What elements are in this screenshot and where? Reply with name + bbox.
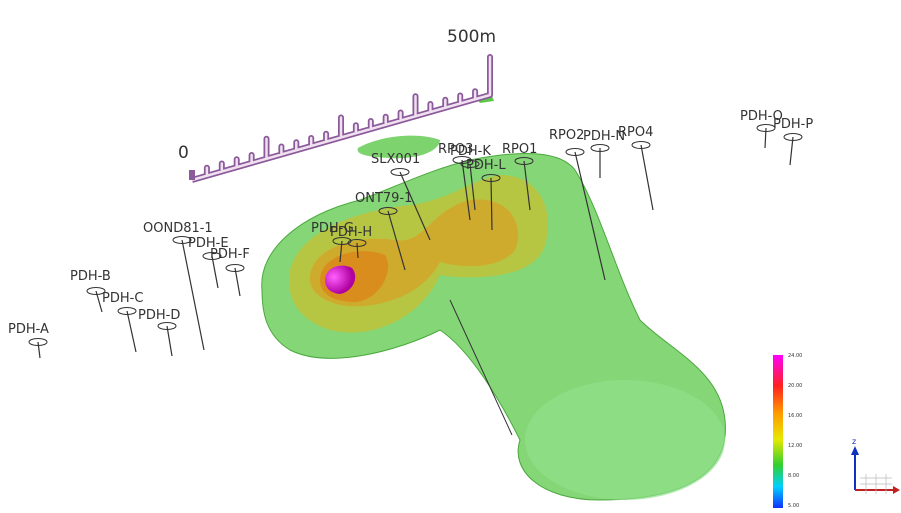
hole-label: PDH-L (466, 158, 506, 173)
hole-label: RPO4 (618, 125, 653, 140)
hole-label: PDH-C (102, 291, 143, 306)
hole-label: PDH-A (8, 322, 49, 337)
hole-label: RPO2 (549, 128, 584, 143)
hole-label: ONT79-1 (355, 191, 412, 206)
hole-label: PDH-D (138, 308, 180, 323)
hole-label: PDH-H (330, 225, 372, 240)
legend: 24.00 20.00 16.00 12.00 8.00 5.00 (788, 353, 802, 509)
legend-label: 24.00 (788, 353, 802, 359)
ruler-line (192, 57, 490, 180)
scale-end: 500m (447, 27, 496, 47)
drill-trace (641, 145, 653, 210)
hole-label: RPO1 (502, 142, 537, 157)
hole-label: OOND81-1 (143, 221, 213, 236)
legend-label: 8.00 (788, 473, 799, 479)
scale-bar (192, 57, 490, 180)
drill-trace (790, 137, 793, 165)
ore-body (262, 96, 726, 500)
scene-view: 0 500m PDH-APDH-BPDH-CPDH-DOOND81-1PDH-E… (0, 0, 901, 513)
axis-triad: z (851, 437, 900, 494)
legend-label: 12.00 (788, 443, 802, 449)
hole-label: PDH-K (450, 144, 491, 159)
axis-z-label: z (852, 437, 856, 446)
drill-trace (127, 311, 136, 352)
drill-trace (182, 240, 204, 350)
legend-label: 16.00 (788, 413, 802, 419)
hole-label: SLX001 (371, 152, 420, 167)
drill-trace (167, 326, 172, 356)
legend-label: 5.00 (788, 503, 799, 509)
color-bar (773, 355, 783, 508)
drill-trace (38, 342, 40, 358)
hole-label: PDH-F (210, 247, 250, 262)
drill-trace (235, 268, 240, 296)
legend-label: 20.00 (788, 383, 802, 389)
hole-label: PDH-B (70, 269, 111, 284)
scale-start: 0 (178, 143, 189, 163)
hole-label: PDH-P (773, 117, 813, 132)
